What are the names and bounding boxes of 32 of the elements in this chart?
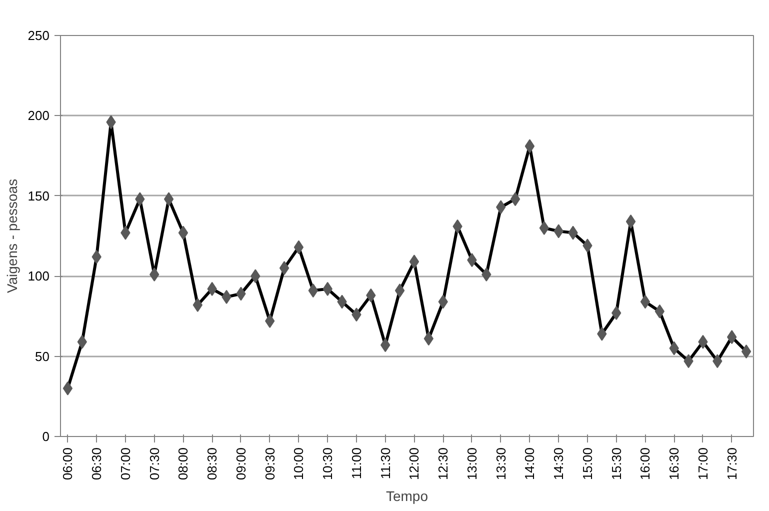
- y-tick-label: 50: [35, 348, 50, 364]
- x-tick-label: 11:30: [378, 447, 393, 480]
- x-tick-label: 14:00: [522, 447, 538, 480]
- x-tick-label: 16:30: [666, 447, 682, 480]
- x-tick-label: 13:00: [464, 447, 480, 480]
- x-tick-label: 09:00: [233, 447, 248, 480]
- y-tick-label: 200: [28, 108, 50, 124]
- x-tick-label: 16:00: [638, 447, 653, 480]
- x-tick-label: 12:30: [436, 447, 451, 480]
- x-axis-title: Tempo: [386, 488, 428, 504]
- x-tick-label: 14:30: [551, 447, 566, 480]
- x-tick-label: 07:00: [118, 447, 133, 480]
- y-axis-title: Vaigens - pessoas: [4, 178, 20, 294]
- x-tick-label: 09:30: [262, 447, 278, 480]
- y-tick-label: 0: [42, 429, 50, 444]
- x-tick-label: 13:30: [493, 447, 508, 480]
- x-tick-label: 06:30: [89, 447, 104, 480]
- x-tick-label: 08:00: [176, 447, 191, 480]
- x-tick-label: 17:00: [695, 447, 710, 480]
- x-tick-label: 06:00: [60, 447, 76, 480]
- x-tick-label: 15:30: [608, 447, 624, 480]
- y-tick-label: 100: [28, 268, 50, 284]
- x-tick-label: 17:30: [724, 447, 740, 480]
- x-tick-label: 10:30: [320, 447, 336, 480]
- x-tick-label: 07:30: [146, 447, 162, 480]
- x-tick-label: 11:00: [348, 447, 364, 480]
- x-tick-label: 12:00: [406, 447, 422, 480]
- x-tick-label: 10:00: [291, 447, 306, 480]
- x-tick-label: 15:00: [580, 447, 595, 480]
- y-tick-label: 150: [28, 188, 50, 204]
- y-tick-label: 250: [28, 28, 50, 43]
- x-tick-label: 08:30: [204, 447, 220, 480]
